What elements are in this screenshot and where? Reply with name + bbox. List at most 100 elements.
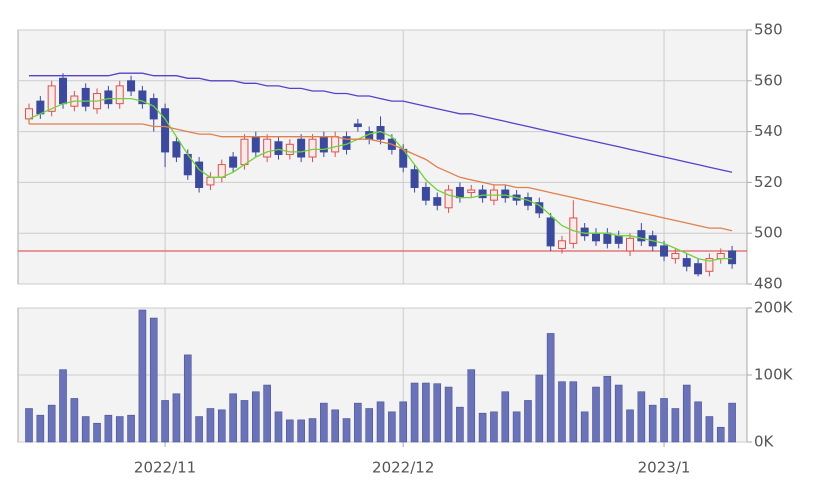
candle-body bbox=[104, 90, 113, 105]
candle-body bbox=[478, 189, 487, 199]
volume-bar bbox=[286, 419, 294, 443]
candle-body bbox=[626, 237, 635, 252]
volume-bar bbox=[365, 408, 374, 443]
volume-bar bbox=[240, 400, 249, 443]
candle-body bbox=[444, 189, 453, 209]
price-panel bbox=[17, 29, 748, 285]
candle-body bbox=[637, 230, 646, 242]
candle-body bbox=[240, 138, 249, 166]
candle-body bbox=[660, 245, 669, 257]
candle-body bbox=[455, 186, 464, 199]
volume-bar bbox=[512, 411, 521, 443]
volume-bar bbox=[127, 414, 135, 443]
volume-bar bbox=[308, 418, 317, 443]
candle-body bbox=[251, 136, 260, 153]
volume-bar bbox=[569, 381, 578, 443]
volume-bar bbox=[535, 374, 544, 443]
y-tick-label: 500 bbox=[754, 224, 783, 242]
candle-body bbox=[161, 108, 170, 153]
volume-bar bbox=[694, 401, 702, 443]
candle-body bbox=[501, 189, 510, 199]
volume-bar bbox=[81, 416, 90, 443]
candle-body bbox=[47, 85, 56, 112]
volume-bar bbox=[115, 416, 124, 443]
volume-bar bbox=[263, 384, 271, 443]
y-tick-label: 100K bbox=[754, 366, 794, 384]
volume-bar bbox=[626, 409, 634, 443]
volume-bar bbox=[648, 404, 657, 443]
candle-body bbox=[580, 227, 589, 237]
volume-bar bbox=[195, 416, 203, 443]
candle-body bbox=[308, 138, 317, 158]
candle-body bbox=[353, 123, 362, 128]
candle-body bbox=[81, 87, 90, 107]
candle-body bbox=[331, 136, 340, 153]
candle-body bbox=[592, 232, 600, 242]
volume-bar bbox=[399, 401, 408, 443]
candle-body bbox=[614, 235, 623, 244]
volume-bar bbox=[682, 384, 691, 443]
volume-bar bbox=[490, 411, 498, 443]
candle-body bbox=[149, 98, 158, 120]
y-tick-label: 580 bbox=[754, 21, 783, 39]
candle-body bbox=[716, 253, 725, 260]
volume-bar bbox=[705, 416, 714, 443]
candle-body bbox=[671, 253, 680, 260]
volume-bar bbox=[252, 391, 260, 443]
y-tick-label: 540 bbox=[754, 122, 783, 140]
volume-bar bbox=[376, 401, 385, 443]
volume-bar bbox=[297, 419, 305, 443]
candle-body bbox=[433, 197, 442, 206]
volume-bar bbox=[104, 414, 113, 443]
y-tick-label: 520 bbox=[754, 173, 783, 191]
volume-bar bbox=[501, 391, 510, 443]
y-tick-label: 200K bbox=[754, 299, 794, 317]
volume-bar bbox=[444, 386, 453, 443]
candle-body bbox=[229, 156, 238, 168]
candle-body bbox=[285, 143, 294, 155]
candle-body bbox=[297, 138, 306, 158]
volume-bar bbox=[716, 426, 725, 443]
volume-bar bbox=[580, 411, 589, 443]
volume-bar bbox=[206, 408, 215, 443]
candle-body bbox=[546, 217, 555, 247]
candle-body bbox=[467, 189, 476, 194]
moving-average bbox=[28, 97, 733, 262]
volume-bar bbox=[524, 400, 532, 443]
volume-bar bbox=[546, 333, 555, 443]
volume-bar bbox=[671, 408, 680, 443]
candle-body bbox=[728, 250, 737, 265]
candle-body bbox=[603, 232, 612, 244]
volume-bar bbox=[36, 414, 45, 443]
candle-body bbox=[421, 186, 430, 201]
candle-body bbox=[217, 164, 226, 178]
moving-average bbox=[29, 72, 733, 173]
x-tick-label: 2023/1 bbox=[638, 459, 691, 477]
volume-bar bbox=[47, 404, 56, 443]
volume-bar bbox=[467, 369, 476, 443]
candle-body bbox=[206, 176, 215, 186]
y-tick-label: 480 bbox=[754, 275, 783, 293]
x-tick-label: 2022/11 bbox=[134, 459, 196, 477]
volume-bar bbox=[433, 383, 442, 443]
volume-bar bbox=[149, 317, 158, 443]
volume-bar bbox=[229, 393, 237, 443]
candle-body bbox=[172, 141, 181, 158]
volume-bar bbox=[70, 398, 79, 443]
candle-body bbox=[682, 258, 691, 267]
moving-average bbox=[29, 123, 733, 232]
candle-body bbox=[557, 240, 566, 249]
volume-bar bbox=[183, 354, 192, 443]
volume-bar bbox=[422, 382, 430, 443]
volume-bar bbox=[138, 309, 147, 443]
candle-body bbox=[274, 141, 283, 155]
x-tick-label: 2022/12 bbox=[372, 459, 434, 477]
y-tick-label: 0K bbox=[754, 433, 775, 451]
volume-bar bbox=[388, 411, 396, 443]
volume-bar bbox=[637, 391, 646, 443]
candle-body bbox=[115, 85, 124, 105]
volume-bar bbox=[59, 369, 67, 443]
candle-body bbox=[127, 80, 136, 92]
volume-bar bbox=[172, 393, 181, 443]
